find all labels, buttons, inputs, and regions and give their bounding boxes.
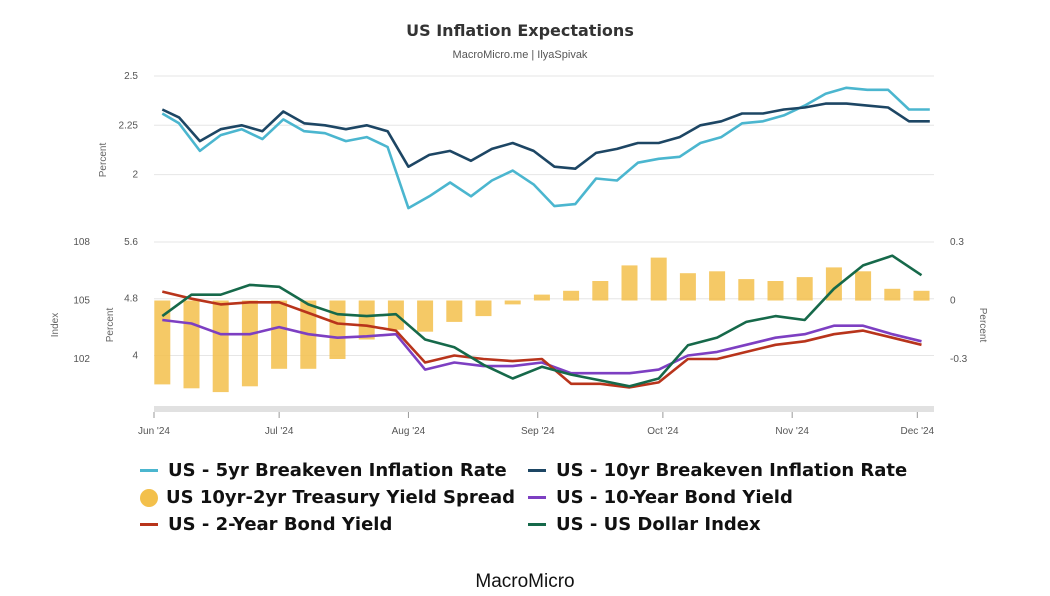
bottom-right-y-axis-title: Percent <box>977 308 988 343</box>
legend-item-5yr-breakeven[interactable]: US - 5yr Breakeven Inflation Rate <box>140 460 507 481</box>
spread-bar <box>446 300 463 322</box>
navigator-scrollbar[interactable] <box>154 406 934 412</box>
series-line <box>161 290 922 389</box>
x-tick-label: Jul '24 <box>265 426 294 437</box>
chart-title: US Inflation Expectations <box>406 21 634 40</box>
legend-swatch-5yr-breakeven <box>140 469 158 472</box>
x-tick-label: Aug '24 <box>392 426 426 437</box>
spread-bar <box>650 257 667 301</box>
series-line <box>162 318 922 375</box>
spread-bar <box>271 300 288 369</box>
legend-swatch-2yr-bond <box>140 523 158 526</box>
legend-swatch-dollar-index <box>528 523 546 526</box>
spread-bar <box>884 288 901 301</box>
top-panel-grid <box>154 75 934 176</box>
x-tick-label: Sep '24 <box>521 426 555 437</box>
legend-swatch-10yr-breakeven <box>528 469 546 472</box>
bottom-left-y-tick-label: 5.6 <box>124 237 138 248</box>
bottom-outer-y-tick-label: 108 <box>73 237 90 248</box>
legend-item-10yr-breakeven[interactable]: US - 10yr Breakeven Inflation Rate <box>528 460 907 481</box>
bottom-right-y-tick-label: -0.3 <box>950 354 968 365</box>
top-y-tick-label: 2 <box>132 170 138 181</box>
top-panel: 2 2.25 2.5 Percent <box>98 71 934 210</box>
spread-bar <box>563 290 580 301</box>
top-panel-lines <box>161 86 930 210</box>
spread-bar <box>212 300 229 393</box>
spread-bar <box>679 273 696 301</box>
spread-bar <box>358 300 375 340</box>
legend-label-yield-spread: US 10yr-2yr Treasury Yield Spread <box>166 487 516 508</box>
spread-bar <box>183 300 200 389</box>
spread-bar <box>475 300 492 317</box>
spread-bar <box>855 271 872 301</box>
legend-label-5yr-breakeven: US - 5yr Breakeven Inflation Rate <box>168 460 507 481</box>
top-y-axis-title: Percent <box>98 143 109 178</box>
legend-label-10yr-breakeven: US - 10yr Breakeven Inflation Rate <box>556 460 908 481</box>
legend-item-2yr-bond[interactable]: US - 2-Year Bond Yield <box>140 514 392 535</box>
bottom-left-y-axis-title: Percent <box>105 308 116 343</box>
bottom-outer-y-tick-label: 102 <box>73 354 90 365</box>
bottom-left-y-tick-label: 4.8 <box>124 294 138 305</box>
spread-bar <box>709 271 726 301</box>
x-tick-label: Nov '24 <box>775 426 809 437</box>
spread-bar <box>738 279 755 301</box>
x-tick-label: Jun '24 <box>138 426 170 437</box>
spread-bar <box>241 300 258 387</box>
spread-bar <box>621 265 638 301</box>
legend-item-yield-spread[interactable]: US 10yr-2yr Treasury Yield Spread <box>140 487 515 508</box>
bottom-left-y-ticks: 4 4.8 5.6 <box>124 237 138 361</box>
top-y-tick-label: 2.5 <box>124 71 138 82</box>
chart-subtitle: MacroMicro.me | IlyaSpivak <box>453 49 588 61</box>
spread-bar <box>592 281 609 301</box>
spread-bar <box>767 281 784 301</box>
bottom-right-y-tick-label: 0 <box>950 296 956 307</box>
x-axis-ticks: Jun '24 Jul '24 Aug '24 Sep '24 Oct '24 Nov '… <box>138 412 935 437</box>
bottom-outer-left-y-ticks: 102 105 108 <box>73 237 90 365</box>
legend-item-dollar-index[interactable]: US - US Dollar Index <box>528 514 761 535</box>
top-y-tick-label: 2.25 <box>119 120 139 131</box>
spread-bar <box>329 300 346 359</box>
bottom-panel-lines <box>161 254 923 389</box>
legend-swatch-yield-spread <box>140 488 158 507</box>
bottom-outer-y-axis-title: Index <box>50 313 61 337</box>
legend-swatch-10yr-bond <box>528 496 546 499</box>
footer-source-label: MacroMicro <box>475 571 575 592</box>
series-line <box>161 102 930 170</box>
top-panel-y-ticks: 2 2.25 2.5 <box>119 71 139 181</box>
spread-bar <box>796 277 813 301</box>
series-line <box>161 254 923 388</box>
bottom-right-y-tick-label: 0.3 <box>950 237 964 248</box>
bottom-left-y-tick-label: 4 <box>132 350 138 361</box>
bottom-outer-y-tick-label: 105 <box>73 296 90 307</box>
spread-bar <box>533 294 550 301</box>
bottom-panel: 4 4.8 5.6 102 105 108 -0.3 0 0.3 Percent Index… <box>50 237 988 437</box>
legend-label-2yr-bond: US - 2-Year Bond Yield <box>168 514 393 535</box>
spread-bars <box>154 257 930 393</box>
bottom-right-y-ticks: -0.3 0 0.3 <box>950 237 968 365</box>
legend-label-10yr-bond: US - 10-Year Bond Yield <box>556 487 793 508</box>
x-tick-label: Oct '24 <box>647 426 679 437</box>
x-tick-label: Dec '24 <box>901 426 935 437</box>
spread-bar <box>417 300 434 332</box>
spread-bar <box>504 300 521 305</box>
legend-label-dollar-index: US - US Dollar Index <box>556 514 761 535</box>
spread-bar <box>913 290 930 301</box>
legend-item-10yr-bond[interactable]: US - 10-Year Bond Yield <box>528 487 793 508</box>
